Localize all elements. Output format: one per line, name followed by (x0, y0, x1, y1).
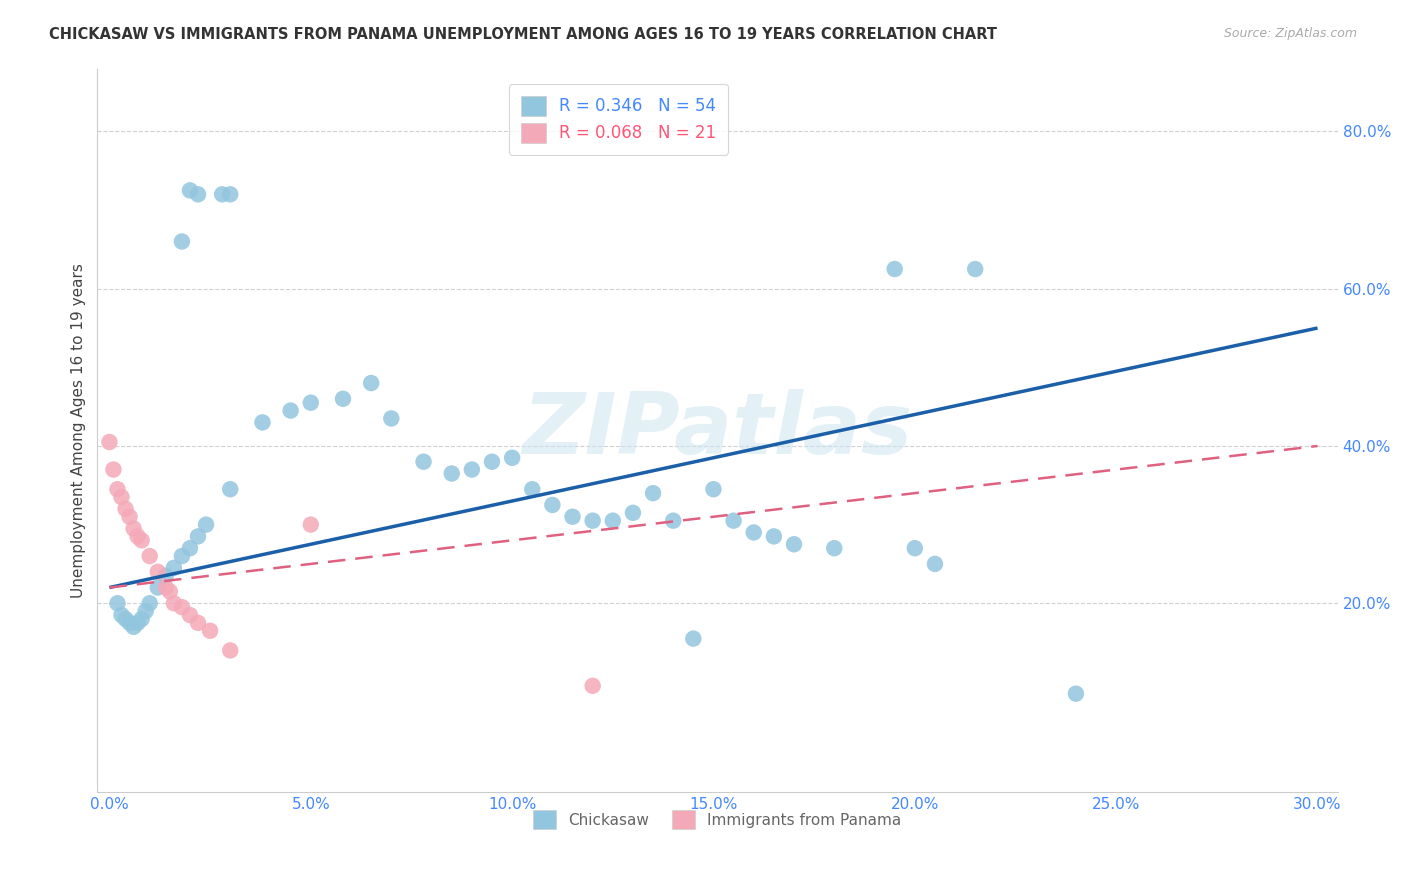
Point (1064, 687, 1087, 701)
Point (179, 607, 201, 622)
Point (163, 596, 186, 610)
Text: ZIPatlas: ZIPatlas (523, 389, 912, 472)
Point (146, 581, 169, 595)
Point (662, 514, 685, 528)
Point (762, 529, 785, 543)
Point (122, 522, 145, 536)
Point (541, 498, 564, 512)
Point (621, 506, 644, 520)
Point (135, 604, 157, 618)
Legend: Chickasaw, Immigrants from Panama: Chickasaw, Immigrants from Panama (527, 804, 908, 835)
Point (522, 482, 544, 496)
Point (883, 262, 905, 277)
Point (163, 561, 186, 575)
Point (440, 467, 463, 481)
Point (380, 411, 402, 425)
Point (187, 187, 209, 202)
Point (332, 392, 354, 406)
Point (170, 549, 193, 563)
Point (219, 482, 242, 496)
Point (299, 517, 322, 532)
Point (481, 455, 503, 469)
Point (219, 643, 242, 657)
Point (138, 549, 160, 563)
Point (155, 581, 177, 595)
Point (159, 584, 181, 599)
Point (122, 620, 145, 634)
Point (118, 615, 141, 630)
Point (138, 596, 160, 610)
Point (170, 600, 193, 615)
Point (107, 596, 129, 610)
Point (965, 262, 987, 277)
Point (187, 615, 209, 630)
Point (280, 403, 302, 417)
Point (107, 482, 129, 496)
Point (195, 517, 218, 532)
Point (118, 509, 141, 524)
Point (114, 501, 136, 516)
Point (924, 557, 946, 571)
Point (823, 541, 845, 556)
Point (179, 183, 201, 197)
Point (110, 490, 132, 504)
Point (641, 486, 664, 500)
Point (110, 607, 132, 622)
Point (187, 529, 209, 543)
Point (198, 624, 221, 638)
Point (682, 632, 704, 646)
Point (146, 565, 169, 579)
Point (127, 529, 149, 543)
Point (742, 525, 765, 540)
Point (179, 541, 201, 556)
Point (299, 395, 322, 409)
Point (131, 612, 153, 626)
Point (131, 533, 153, 548)
Point (219, 187, 242, 202)
Point (412, 455, 434, 469)
Point (155, 568, 177, 582)
Point (561, 509, 583, 524)
Text: CHICKASAW VS IMMIGRANTS FROM PANAMA UNEMPLOYMENT AMONG AGES 16 TO 19 YEARS CORRE: CHICKASAW VS IMMIGRANTS FROM PANAMA UNEM… (49, 27, 997, 42)
Point (114, 612, 136, 626)
Point (602, 514, 624, 528)
Point (98, 435, 121, 450)
Point (783, 537, 806, 551)
Point (252, 416, 274, 430)
Point (211, 187, 233, 202)
Point (103, 462, 125, 476)
Point (170, 235, 193, 249)
Text: Source: ZipAtlas.com: Source: ZipAtlas.com (1223, 27, 1357, 40)
Point (127, 615, 149, 630)
Point (723, 514, 745, 528)
Point (702, 482, 724, 496)
Point (360, 376, 382, 390)
Point (582, 679, 605, 693)
Point (461, 462, 484, 476)
Y-axis label: Unemployment Among Ages 16 to 19 years: Unemployment Among Ages 16 to 19 years (72, 263, 86, 598)
Point (501, 450, 523, 465)
Point (904, 541, 927, 556)
Point (582, 514, 605, 528)
